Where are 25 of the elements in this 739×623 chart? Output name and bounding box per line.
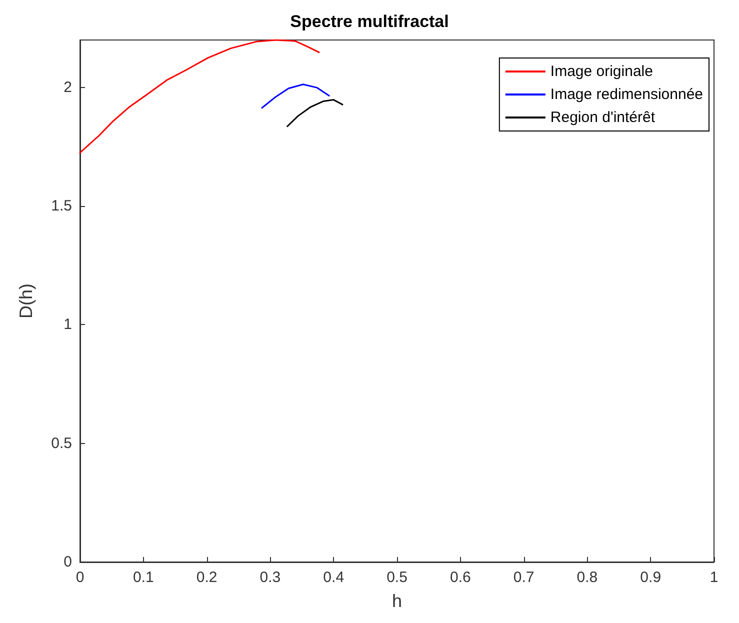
x-tick-label: 0.3 bbox=[260, 569, 281, 586]
x-tick-label: 0.4 bbox=[323, 569, 344, 586]
y-tick-label: 0 bbox=[64, 554, 72, 570]
y-tick-label: 1.5 bbox=[51, 198, 72, 215]
line-series bbox=[286, 99, 344, 128]
x-tick-label: 0.6 bbox=[450, 569, 471, 586]
legend-label: Image originale bbox=[550, 63, 653, 80]
line-series bbox=[261, 84, 330, 109]
x-tick-label: 0.2 bbox=[196, 569, 218, 586]
legend-label: Image redimensionnée bbox=[550, 86, 703, 103]
x-tick-label: 0.7 bbox=[513, 569, 534, 586]
x-tick-label: 1 bbox=[710, 569, 718, 586]
x-tick-label: 0.8 bbox=[576, 569, 598, 586]
x-tick-label: 0 bbox=[76, 569, 84, 586]
x-tick-label: 0.5 bbox=[386, 569, 408, 586]
chart-title: Spectre multifractal bbox=[290, 12, 449, 31]
line-series bbox=[79, 39, 320, 154]
y-tick-label: 0.5 bbox=[51, 434, 72, 452]
y-axis-title: D(h) bbox=[16, 284, 36, 318]
y-tick-label: 2 bbox=[64, 78, 72, 96]
x-tick-label: 0.9 bbox=[640, 569, 662, 586]
x-tick-label: 0.1 bbox=[132, 569, 154, 586]
legend-label: Region d'intérêt bbox=[550, 109, 656, 126]
x-axis-title: h bbox=[392, 591, 402, 611]
y-tick-label: 1 bbox=[64, 316, 72, 334]
